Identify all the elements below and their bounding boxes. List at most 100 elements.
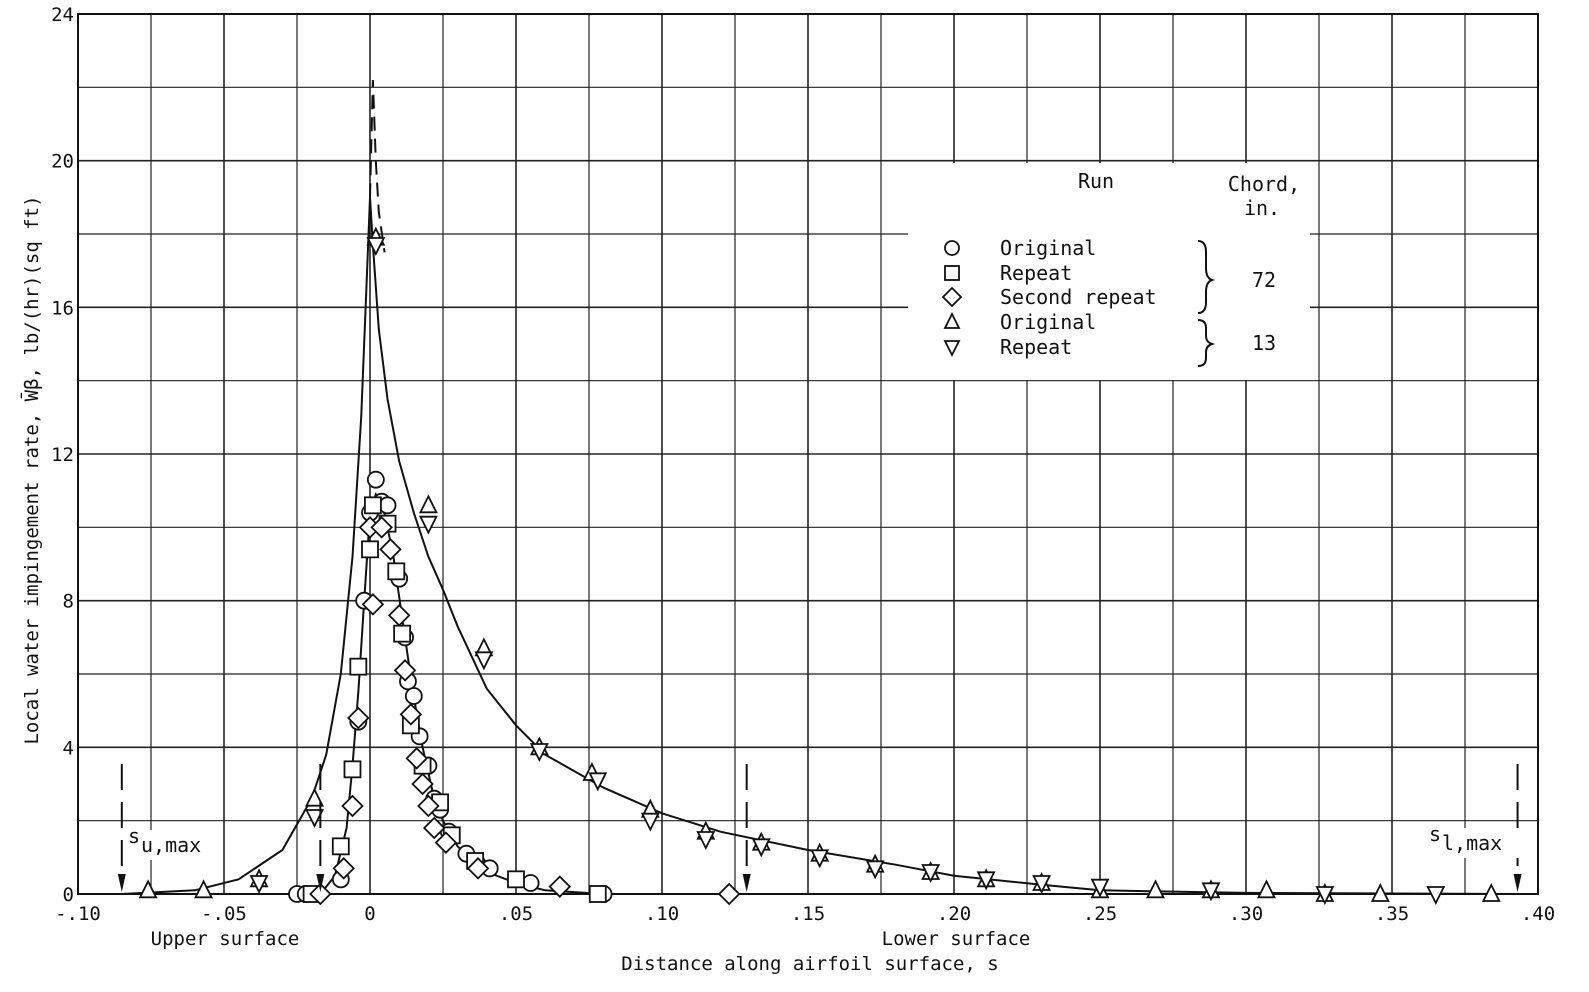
data-point-diamond xyxy=(379,538,402,561)
legend-marker-triangle-down xyxy=(943,340,961,358)
lower-surface-label: Lower surface xyxy=(882,928,1031,950)
x-tick-label: .25 xyxy=(1083,903,1117,925)
annotation-su-max-sub: u,max xyxy=(141,833,201,857)
legend-label: Repeat xyxy=(1000,261,1072,285)
data-point-diamond xyxy=(399,703,423,726)
legend-background xyxy=(908,163,1310,380)
data-point-circle xyxy=(521,874,540,892)
annotation-su-max-main: s xyxy=(128,824,140,848)
legend-marker-square xyxy=(944,265,960,281)
data-point-square xyxy=(387,562,406,581)
data-point-square xyxy=(343,760,362,779)
data-point-diamond xyxy=(405,747,428,770)
data-point-triangle-up xyxy=(418,494,438,514)
x-tick-label: .35 xyxy=(1375,903,1409,925)
legend-header-run: Run xyxy=(1078,169,1114,193)
data-point-triangle-down xyxy=(529,743,549,763)
y-axis-label: Local water impingement rate, W̄β, lb/(h… xyxy=(19,195,43,744)
data-point-square xyxy=(588,885,607,903)
data-point-triangle-down xyxy=(1315,886,1335,906)
data-point-diamond xyxy=(341,794,364,818)
station-arrows xyxy=(117,764,1522,892)
y-tick-label: 4 xyxy=(63,737,74,759)
data-point-triangle-down xyxy=(640,812,660,832)
data-point-diamond xyxy=(434,831,458,854)
data-point-triangle-up xyxy=(138,879,158,899)
data-point-triangle-down xyxy=(588,772,608,792)
data-point-diamond xyxy=(548,875,572,898)
data-point-diamond xyxy=(309,882,332,906)
station-arrow-head xyxy=(316,874,325,892)
annotation-sl-max-main: s xyxy=(1429,822,1441,846)
y-tick-label: 20 xyxy=(51,151,74,173)
y-tick-label: 8 xyxy=(63,591,74,613)
data-point-diamond xyxy=(387,604,411,627)
y-tick-label: 12 xyxy=(51,444,74,466)
data-point-triangle-down xyxy=(865,860,885,880)
legend-header-chord: Chord, xyxy=(1228,172,1300,196)
x-tick-label: .10 xyxy=(645,903,679,925)
annotation-sl-max: s l,max xyxy=(1425,822,1520,858)
data-point-triangle-up xyxy=(1146,879,1165,899)
x-tick-label: .05 xyxy=(499,903,533,925)
data-point-circle xyxy=(378,496,397,515)
data-point-triangle-down xyxy=(1201,882,1221,902)
tick-labels: -.10 -.05 0 .05 .10 .15 .20 .25 .30 .35 .40 0 4 8 12 16… xyxy=(51,4,1555,925)
data-point-triangle-down xyxy=(810,849,830,869)
x-axis-label: Distance along airfoil surface, s xyxy=(621,953,999,975)
y-tick-label: 24 xyxy=(51,4,74,26)
legend-label: Original xyxy=(1000,310,1096,334)
data-point-triangle-down xyxy=(751,838,771,858)
data-point-triangle-up xyxy=(1256,879,1276,899)
legend-marker-diamond xyxy=(941,286,963,308)
annotation-su-max-bg xyxy=(124,830,219,860)
data-point-diamond xyxy=(361,593,385,616)
legend-label: Repeat xyxy=(1000,335,1072,359)
annotation-su-max: s u,max xyxy=(124,824,219,860)
x-tick-label: -.10 xyxy=(55,903,101,925)
upper-surface-label: Upper surface xyxy=(151,928,300,950)
station-arrow-head xyxy=(742,874,751,892)
data-point-diamond xyxy=(332,857,355,880)
x-tick-label: .15 xyxy=(791,903,825,925)
legend-marker-triangle-up xyxy=(943,311,961,329)
data-point-square xyxy=(361,540,379,559)
y-tick-label: 0 xyxy=(63,884,74,906)
data-point-triangle-up xyxy=(1370,882,1390,902)
data-point-diamond xyxy=(370,516,393,539)
legend-label: Second repeat xyxy=(1000,285,1157,309)
data-point-square xyxy=(349,657,368,676)
legend-header-chord-unit: in. xyxy=(1244,196,1280,220)
station-arrow-head xyxy=(1513,874,1522,892)
x-tick-label: .40 xyxy=(1521,903,1555,925)
y-tick-label: 16 xyxy=(51,297,74,319)
data-point-triangle-down xyxy=(474,651,494,671)
data-point-triangle-up xyxy=(194,879,214,899)
data-point-triangle-up xyxy=(1481,882,1501,902)
data-point-diamond xyxy=(393,659,417,682)
legend-chord-13: 13 xyxy=(1252,331,1276,355)
x-tick-label: .30 xyxy=(1229,903,1263,925)
data-point-square xyxy=(393,624,412,643)
data-point-diamond xyxy=(417,794,440,818)
data-point-triangle-down xyxy=(249,875,269,895)
plot-border xyxy=(77,13,1539,895)
data-point-triangle-down xyxy=(921,864,941,884)
fit-curve-13-dashed-peak xyxy=(369,79,386,253)
x-tick-label: .20 xyxy=(937,903,971,925)
legend-brace-13 xyxy=(1197,319,1216,367)
x-tick-label: -.05 xyxy=(201,903,247,925)
data-point-diamond xyxy=(717,882,741,906)
data-point-triangle-down xyxy=(1032,875,1052,895)
data-point-triangle-down xyxy=(305,809,324,829)
data-point-triangle-down xyxy=(418,515,438,535)
data-point-triangle-up xyxy=(305,787,324,807)
annotation-sl-max-sub: l,max xyxy=(1442,831,1502,855)
legend-marker-circle xyxy=(944,240,960,256)
data-point-diamond xyxy=(422,816,446,840)
legend-brace-72 xyxy=(1197,240,1216,314)
legend-label: Original xyxy=(1000,236,1096,260)
data-point-diamond xyxy=(466,857,490,880)
